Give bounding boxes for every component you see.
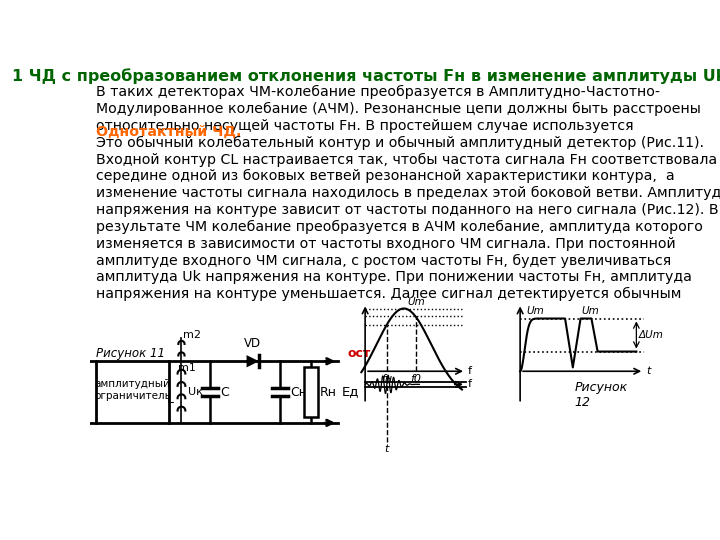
Text: Cн: Cн (290, 386, 307, 399)
Text: Uк: Uк (188, 387, 202, 397)
Text: 1 ЧД с преобразованием отклонения частоты Fн в изменение амплитуды Uk: 1 ЧД с преобразованием отклонения частот… (12, 69, 720, 84)
Text: Рисунок
12: Рисунок 12 (575, 381, 628, 408)
Text: Rн: Rн (320, 386, 337, 399)
Polygon shape (246, 355, 259, 367)
Text: В таких детекторах ЧМ-колебание преобразуется в Амплитудно-Частотно-
Модулирован: В таких детекторах ЧМ-колебание преобраз… (96, 85, 701, 132)
Bar (90, 343, 648, 481)
Text: ост: ост (347, 347, 371, 360)
Text: амплитудный
ограничитель: амплитудный ограничитель (94, 379, 171, 401)
Text: ΔUm: ΔUm (639, 330, 664, 340)
Text: m1: m1 (178, 363, 195, 373)
Text: t: t (647, 366, 651, 376)
Text: C: C (220, 386, 229, 399)
Text: m2: m2 (183, 330, 201, 340)
Text: t: t (384, 444, 389, 454)
Text: Рисунок 11: Рисунок 11 (96, 347, 165, 360)
Text: L: L (167, 393, 174, 406)
Text: VD: VD (244, 338, 261, 350)
Text: Eд: Eд (342, 386, 359, 399)
Text: Это обычный колебательный контур и обычный амплитудный детектор (Рис.11).
Входно: Это обычный колебательный контур и обычн… (96, 136, 720, 301)
Text: Однотактный ЧД.: Однотактный ЧД. (96, 125, 242, 139)
Text: Um: Um (581, 306, 599, 316)
Text: f0: f0 (410, 374, 421, 384)
Text: fн: fн (382, 374, 392, 384)
Text: Um: Um (408, 297, 426, 307)
Bar (304, 367, 318, 417)
Text: f: f (468, 379, 472, 389)
Bar (96, 361, 169, 423)
Text: Um: Um (527, 306, 544, 316)
Text: f: f (468, 366, 472, 376)
